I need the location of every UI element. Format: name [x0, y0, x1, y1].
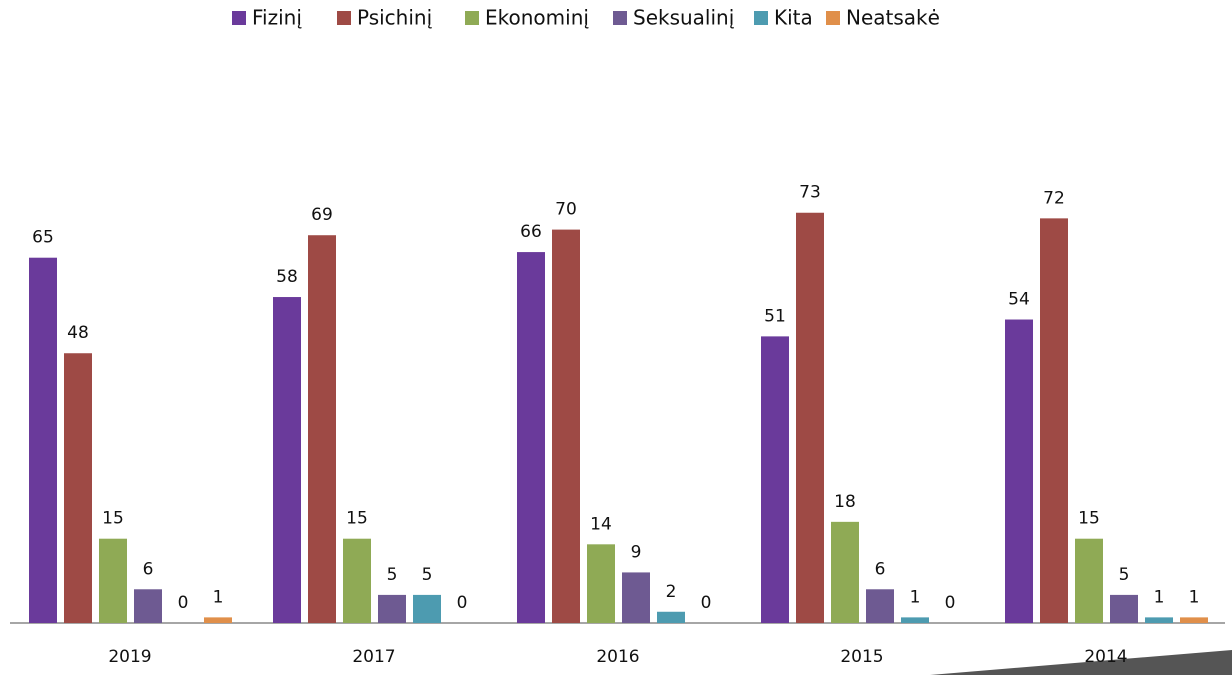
- data-label: 0: [457, 593, 468, 613]
- legend-label: Seksualinį: [633, 6, 735, 30]
- legend-swatch: [754, 11, 768, 25]
- bar: [1075, 538, 1103, 623]
- data-label: 18: [834, 492, 856, 512]
- bar: [343, 538, 371, 623]
- data-label: 70: [555, 200, 577, 220]
- legend-label: Neatsakė: [846, 6, 940, 30]
- bar: [761, 336, 789, 623]
- data-label: 6: [143, 559, 154, 579]
- data-label: 14: [590, 514, 612, 534]
- data-label: 58: [276, 267, 298, 287]
- bar: [587, 544, 615, 623]
- legend-swatch: [465, 11, 479, 25]
- data-label: 73: [799, 183, 821, 203]
- legend-swatch: [613, 11, 627, 25]
- bar: [273, 297, 301, 623]
- decoration: [930, 650, 1232, 675]
- legend-swatch: [232, 11, 246, 25]
- x-tick-label: 2014: [1084, 647, 1127, 667]
- bar: [99, 538, 127, 623]
- data-label: 1: [1154, 587, 1165, 607]
- bar: [622, 572, 650, 623]
- bar: [308, 235, 336, 623]
- x-tick-label: 2017: [352, 647, 395, 667]
- data-label: 1: [213, 587, 224, 607]
- data-label: 48: [67, 323, 89, 343]
- legend-label: Psichinį: [357, 6, 433, 30]
- bar: [1110, 594, 1138, 623]
- data-label: 51: [764, 306, 786, 326]
- data-label: 0: [178, 593, 189, 613]
- data-label: 69: [311, 205, 333, 225]
- legend-label: Fizinį: [252, 6, 302, 30]
- bar: [517, 252, 545, 623]
- legend-label: Kita: [774, 6, 813, 30]
- bar: [1145, 617, 1173, 623]
- bar: [1005, 319, 1033, 623]
- data-label: 0: [945, 593, 956, 613]
- x-tick-label: 2015: [840, 647, 883, 667]
- data-label: 15: [102, 509, 124, 529]
- data-label: 54: [1008, 290, 1030, 310]
- legend-label: Ekonominį: [485, 6, 589, 30]
- x-tick-label: 2019: [108, 647, 151, 667]
- bar: [29, 257, 57, 623]
- data-label: 66: [520, 222, 542, 242]
- bar: [552, 229, 580, 623]
- legend-swatch: [337, 11, 351, 25]
- data-label: 0: [701, 593, 712, 613]
- legend-swatch: [826, 11, 840, 25]
- bar: [831, 521, 859, 623]
- data-label: 5: [422, 565, 433, 585]
- bar: [866, 589, 894, 623]
- data-label: 15: [346, 509, 368, 529]
- data-label: 1: [910, 587, 921, 607]
- bar: [134, 589, 162, 623]
- data-label: 6: [875, 559, 886, 579]
- bar: [796, 212, 824, 624]
- data-label: 5: [387, 565, 398, 585]
- bar: [413, 594, 441, 623]
- data-label: 1: [1189, 587, 1200, 607]
- bar: [901, 617, 929, 623]
- x-tick-label: 2016: [596, 647, 639, 667]
- data-label: 5: [1119, 565, 1130, 585]
- bar: [204, 617, 232, 623]
- bar: [1040, 218, 1068, 624]
- data-label: 9: [631, 542, 642, 562]
- bar: [64, 353, 92, 623]
- bar: [657, 611, 685, 623]
- data-label: 72: [1043, 188, 1065, 208]
- data-label: 15: [1078, 509, 1100, 529]
- bar: [1180, 617, 1208, 623]
- bar: [378, 594, 406, 623]
- data-label: 2: [666, 582, 677, 602]
- data-label: 65: [32, 228, 54, 248]
